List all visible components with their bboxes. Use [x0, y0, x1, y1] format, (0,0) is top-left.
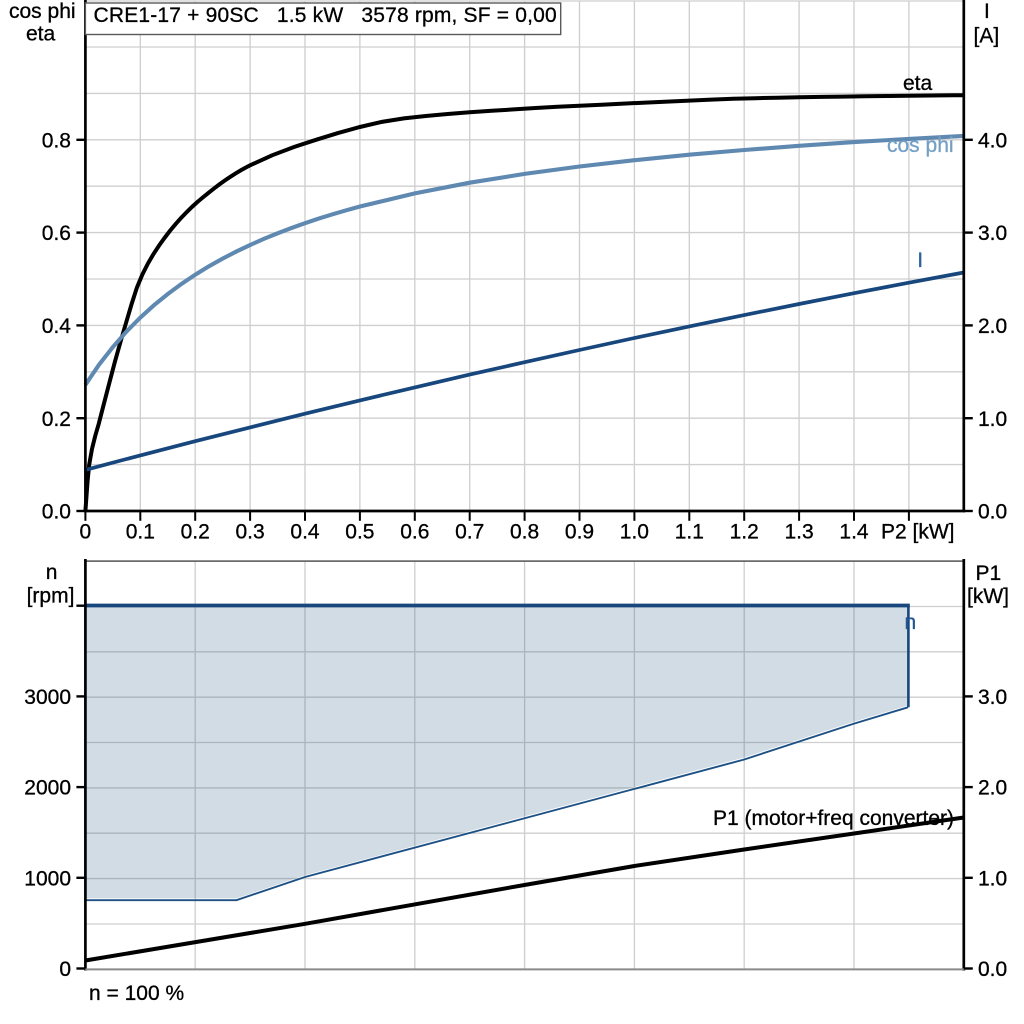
svg-text:0.1: 0.1	[126, 521, 155, 544]
svg-text:0.0: 0.0	[978, 958, 1007, 981]
svg-text:0.7: 0.7	[455, 521, 484, 544]
svg-text:1.3: 1.3	[784, 521, 813, 544]
svg-text:1.2: 1.2	[730, 521, 759, 544]
svg-text:1.0: 1.0	[978, 408, 1007, 431]
svg-text:[rpm]: [rpm]	[27, 585, 75, 608]
svg-text:0.4: 0.4	[290, 521, 320, 544]
svg-text:eta: eta	[26, 23, 56, 46]
svg-text:1000: 1000	[24, 867, 71, 890]
svg-text:1.0: 1.0	[620, 521, 649, 544]
svg-text:3.0: 3.0	[978, 686, 1007, 709]
svg-text:1.0: 1.0	[978, 867, 1007, 890]
svg-text:0.4: 0.4	[42, 315, 72, 338]
svg-text:3000: 3000	[24, 686, 71, 709]
svg-text:eta: eta	[903, 72, 933, 95]
svg-text:P2 [kW]: P2 [kW]	[881, 521, 955, 544]
svg-text:0.2: 0.2	[42, 408, 71, 431]
svg-text:0: 0	[59, 958, 71, 981]
svg-text:1.1: 1.1	[675, 521, 704, 544]
svg-text:0.5: 0.5	[345, 521, 374, 544]
svg-text:n: n	[905, 611, 917, 634]
svg-text:n: n	[46, 561, 58, 584]
svg-text:1.4: 1.4	[839, 521, 869, 544]
svg-text:I: I	[984, 0, 990, 23]
svg-text:n = 100 %: n = 100 %	[89, 982, 184, 1005]
svg-text:0.0: 0.0	[978, 501, 1007, 524]
svg-text:0.8: 0.8	[510, 521, 539, 544]
svg-text:CRE1-17 + 90SC 1.5 kW 3578: CRE1-17 + 90SC 1.5 kW 3578 rpm, SF = 0,0…	[94, 4, 557, 27]
svg-text:0.6: 0.6	[42, 222, 71, 245]
svg-text:cos phi: cos phi	[9, 0, 76, 23]
svg-text:0.9: 0.9	[565, 521, 594, 544]
svg-text:3.0: 3.0	[978, 222, 1007, 245]
svg-text:0.2: 0.2	[181, 521, 210, 544]
svg-text:0.0: 0.0	[42, 501, 71, 524]
svg-text:0.3: 0.3	[235, 521, 264, 544]
svg-text:2.0: 2.0	[978, 315, 1007, 338]
svg-text:P1 (motor+freq converter): P1 (motor+freq converter)	[713, 807, 954, 830]
svg-text:cos phi: cos phi	[887, 134, 954, 157]
svg-text:0.6: 0.6	[400, 521, 429, 544]
svg-text:I: I	[917, 249, 923, 272]
svg-text:0: 0	[80, 521, 92, 544]
svg-text:2.0: 2.0	[978, 777, 1007, 800]
svg-text:[kW]: [kW]	[967, 585, 1009, 608]
svg-text:2000: 2000	[24, 777, 71, 800]
svg-text:P1: P1	[976, 562, 1002, 585]
svg-text:[A]: [A]	[974, 25, 1000, 48]
svg-text:0.8: 0.8	[42, 129, 71, 152]
svg-text:4.0: 4.0	[978, 129, 1007, 152]
